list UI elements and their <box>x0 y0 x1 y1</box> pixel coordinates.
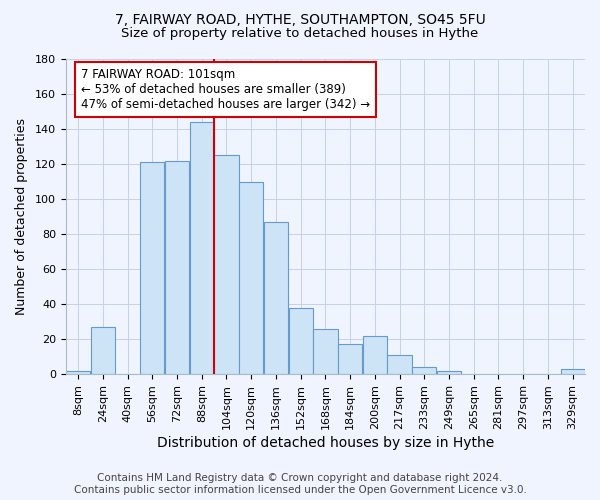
Bar <box>66 370 90 374</box>
Bar <box>412 367 436 374</box>
Bar <box>338 344 362 374</box>
Bar <box>289 308 313 374</box>
Bar <box>91 327 115 374</box>
Y-axis label: Number of detached properties: Number of detached properties <box>15 118 28 315</box>
Bar <box>264 222 288 374</box>
Text: Contains HM Land Registry data © Crown copyright and database right 2024.
Contai: Contains HM Land Registry data © Crown c… <box>74 474 526 495</box>
Bar <box>140 162 164 374</box>
Bar <box>437 370 461 374</box>
Bar <box>214 156 239 374</box>
X-axis label: Distribution of detached houses by size in Hythe: Distribution of detached houses by size … <box>157 436 494 450</box>
Bar <box>313 328 338 374</box>
Bar <box>165 160 189 374</box>
Bar <box>239 182 263 374</box>
Bar <box>388 355 412 374</box>
Bar <box>190 122 214 374</box>
Bar <box>363 336 387 374</box>
Text: 7 FAIRWAY ROAD: 101sqm
← 53% of detached houses are smaller (389)
47% of semi-de: 7 FAIRWAY ROAD: 101sqm ← 53% of detached… <box>81 68 370 111</box>
Bar <box>560 369 585 374</box>
Text: 7, FAIRWAY ROAD, HYTHE, SOUTHAMPTON, SO45 5FU: 7, FAIRWAY ROAD, HYTHE, SOUTHAMPTON, SO4… <box>115 12 485 26</box>
Text: Size of property relative to detached houses in Hythe: Size of property relative to detached ho… <box>121 28 479 40</box>
